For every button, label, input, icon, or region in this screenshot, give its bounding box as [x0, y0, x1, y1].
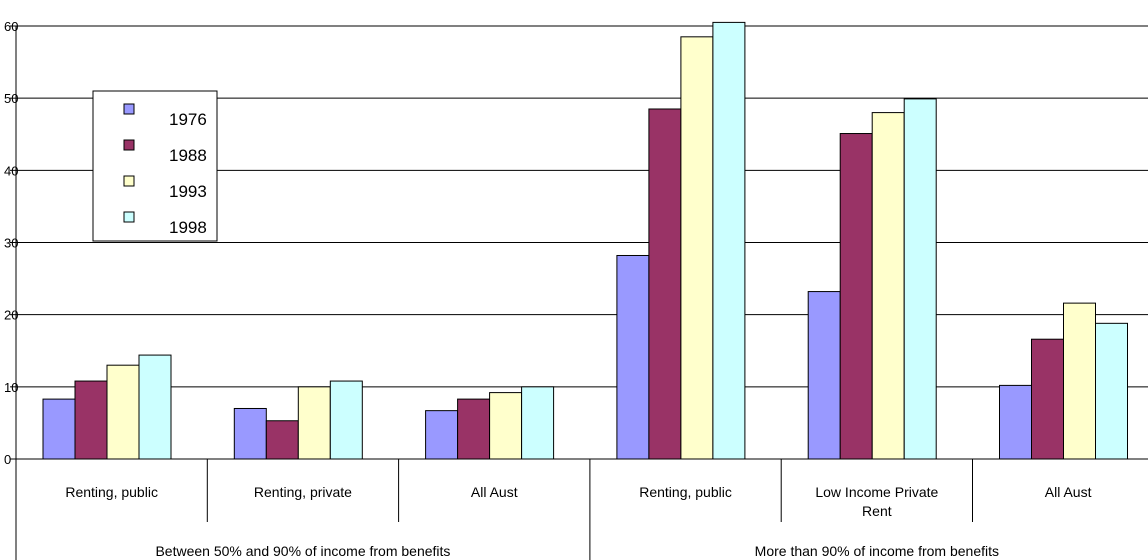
bar-1998-cat-2 — [329, 380, 363, 460]
legend-swatch-1988 — [123, 139, 135, 151]
category-label: Renting, private — [254, 484, 352, 500]
y-tick-label: 10 — [4, 380, 18, 395]
bar-1976-cat-5 — [807, 291, 841, 460]
legend-swatch-1998 — [123, 211, 135, 223]
legend-swatch-1993 — [123, 175, 135, 187]
gridlines — [10, 25, 1148, 460]
legend-label: 1998 — [169, 218, 207, 237]
bar-1993-cat-5 — [871, 112, 905, 460]
legend-label: 1993 — [169, 182, 207, 201]
category-label: All Aust — [1045, 484, 1092, 500]
y-tick-label: 0 — [4, 452, 11, 467]
y-tick-label: 60 — [4, 19, 18, 34]
legend-label: 1976 — [169, 110, 207, 129]
legend: 1976 1988 1993 1998 — [92, 90, 218, 242]
bar-1993-cat-4 — [680, 36, 714, 460]
bar-1988-cat-5 — [839, 133, 873, 460]
bars — [42, 21, 1128, 460]
category-label: Renting, public — [639, 484, 732, 500]
axes — [15, 26, 1148, 560]
bar-1988-cat-2 — [265, 420, 299, 460]
bar-1998-cat-4 — [712, 21, 746, 460]
y-tick-label: 20 — [4, 308, 18, 323]
bar-1988-cat-1 — [74, 380, 108, 460]
bar-1988-cat-6 — [1031, 338, 1064, 460]
category-label: Rent — [862, 503, 892, 519]
y-tick-label: 40 — [4, 163, 18, 178]
category-label: Renting, public — [65, 484, 158, 500]
legend-swatch-1976 — [123, 103, 135, 115]
bar-1998-cat-3 — [521, 386, 555, 460]
bar-1998-cat-1 — [138, 354, 172, 460]
category-label: All Aust — [471, 484, 518, 500]
bar-1988-cat-3 — [457, 398, 491, 460]
legend-label: 1988 — [169, 146, 207, 165]
bar-1993-cat-2 — [297, 386, 331, 460]
bar-1976-cat-1 — [42, 398, 76, 460]
bar-1998-cat-5 — [903, 98, 937, 460]
bar-1976-cat-3 — [425, 410, 459, 460]
bar-1976-cat-2 — [233, 407, 267, 460]
group-label: More than 90% of income from benefits — [755, 543, 999, 559]
y-tick-label: 30 — [4, 236, 18, 251]
bar-1993-cat-3 — [489, 392, 523, 460]
bar-1998-cat-6 — [1095, 322, 1128, 460]
x-category-labels: Renting, public Renting, private All Aust B… — [65, 459, 1092, 560]
legend-box — [92, 90, 218, 242]
bar-1976-cat-6 — [999, 384, 1032, 460]
bar-1993-cat-6 — [1063, 302, 1096, 460]
bar-1988-cat-4 — [648, 108, 682, 460]
y-tick-labels: 0 10 20 30 40 50 60 — [4, 19, 18, 467]
bar-1976-cat-4 — [616, 254, 650, 460]
group-label: Between 50% and 90% of income from benef… — [155, 543, 450, 559]
y-tick-label: 50 — [4, 91, 18, 106]
bar-1993-cat-1 — [106, 364, 140, 460]
category-label: Low Income Private — [815, 484, 938, 500]
